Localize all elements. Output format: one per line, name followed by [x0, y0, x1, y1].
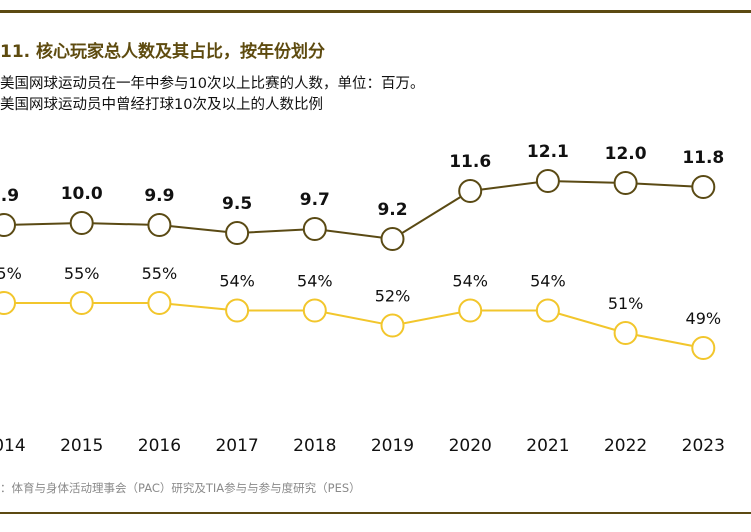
series-0-point [535, 169, 560, 193]
series-1-data-label: 54% [219, 272, 255, 291]
bottom-rule [0, 512, 751, 514]
series-0-data-label: 10.0 [61, 184, 103, 204]
series-1-data-label: 55% [142, 264, 178, 283]
series-1-data-label: 52% [375, 287, 411, 306]
series-0-line [3, 179, 704, 241]
series-0-point [691, 175, 716, 199]
series-1-line [4, 302, 704, 349]
series-1-point [380, 313, 405, 338]
x-tick-label: 2017 [215, 436, 258, 456]
series-0-data-label: 9.9 [144, 186, 174, 206]
x-tick-label: 2015 [60, 436, 103, 456]
x-tick-label: 2014 [0, 436, 26, 456]
x-tick-label: 2016 [138, 436, 181, 456]
series-0-data-label: 12.0 [605, 144, 647, 164]
series-1-point [691, 336, 716, 360]
series-1-point [225, 298, 250, 323]
series-0-point [69, 211, 94, 235]
series-1-data-label: 54% [452, 272, 488, 291]
series-0-point [0, 213, 16, 237]
series-0-data-label: 9.9 [0, 186, 19, 206]
series-0-data-label: 12.1 [527, 142, 569, 162]
series-1-point [69, 291, 94, 315]
series-0-point [225, 221, 250, 245]
series-0-data-label: 11.8 [682, 148, 724, 168]
series-1-point [613, 321, 638, 345]
series-1-data-label: 51% [608, 294, 644, 313]
series-1-point [0, 291, 16, 315]
series-0-data-label: 11.6 [449, 152, 491, 172]
chart-title: 11. 核心玩家总人数及其占比，按年份划分 [0, 42, 326, 62]
series-1-data-label: 54% [297, 272, 333, 291]
series-1-data-label: 55% [64, 264, 100, 283]
x-tick-label: 2021 [526, 436, 569, 456]
series-0-data-label: 9.2 [377, 200, 407, 220]
series-1-data-label: 49% [686, 309, 722, 328]
series-1-point [458, 298, 483, 323]
subtitle-share: 美国网球运动员中曾经打球10次及以上的人数比例 [0, 97, 323, 113]
series-0-point [302, 217, 327, 241]
series-1-point [147, 291, 172, 315]
series-1-data-label: 55% [0, 264, 22, 283]
x-tick-label: 2020 [449, 436, 492, 456]
series-1-point [535, 298, 560, 323]
series-0-point [147, 213, 172, 237]
subtitle-count: 美国网球运动员在一年中参与10次以上比赛的人数，单位：百万。 [0, 76, 425, 92]
x-tick-label: 2018 [293, 436, 336, 456]
series-0-point [380, 227, 405, 251]
series-0-data-label: 9.7 [300, 190, 330, 210]
series-0-data-label: 9.5 [222, 194, 252, 214]
series-0-point [613, 171, 638, 195]
source-note: ：体育与身体活动理事会（PAC）研究及TIA参与与参与度研究（PES） [0, 481, 361, 495]
series-1-data-label: 54% [530, 272, 566, 291]
series-1-point [302, 298, 327, 323]
x-tick-label: 2023 [682, 436, 725, 456]
series-0-point [458, 179, 483, 203]
top-rule [0, 10, 751, 13]
x-tick-label: 2019 [371, 436, 414, 456]
x-tick-label: 2022 [604, 436, 647, 456]
